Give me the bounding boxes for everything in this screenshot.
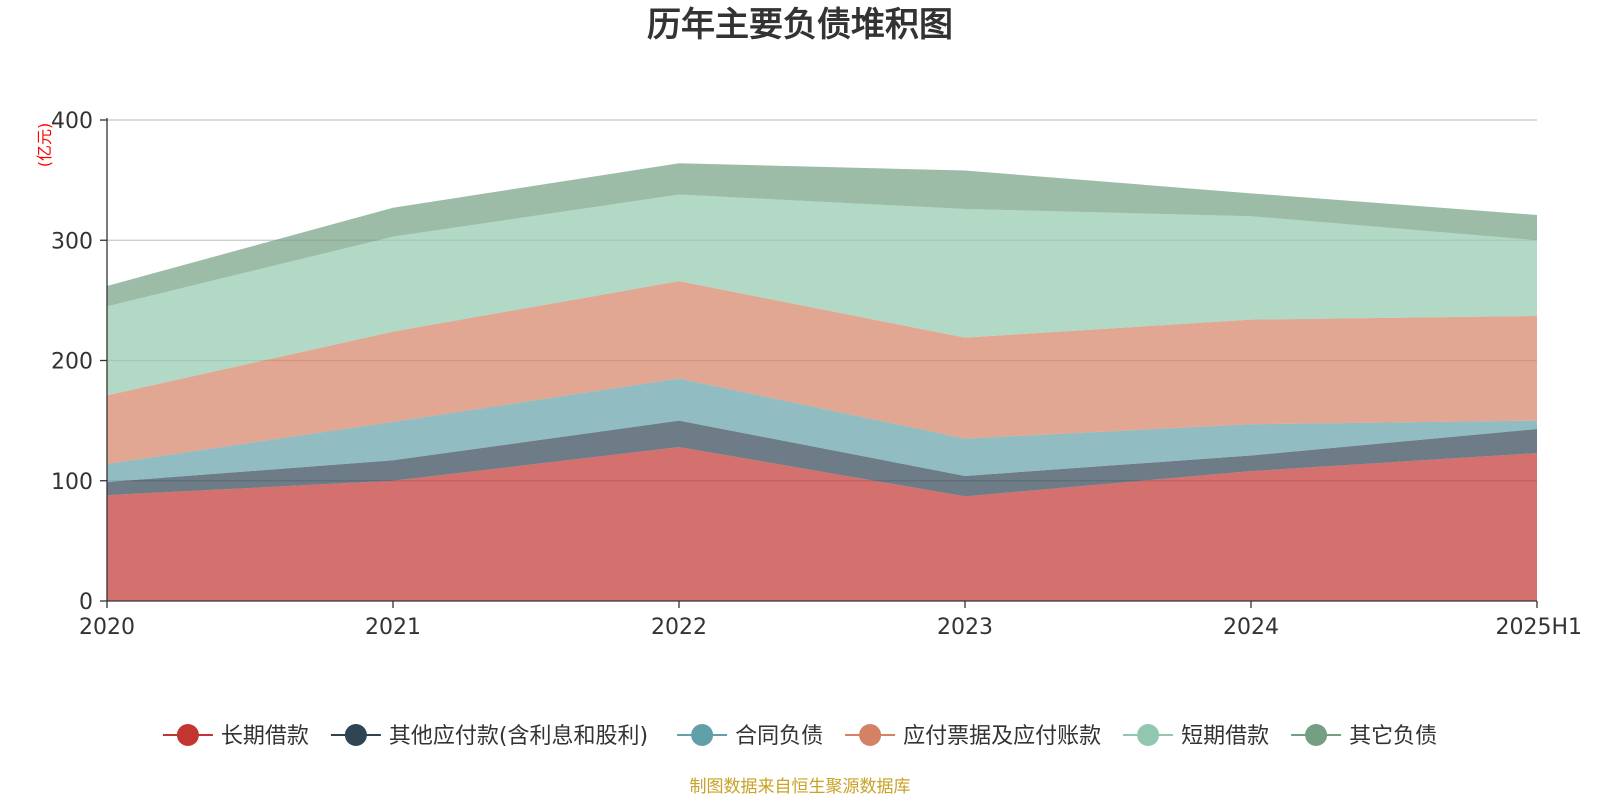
- area-series-5[interactable]: [107, 194, 1537, 396]
- chart-title: 历年主要负债堆积图: [647, 5, 953, 45]
- x-tick-label: 2022: [651, 615, 707, 640]
- y-tick-label: 200: [51, 350, 93, 375]
- legend-label: 其它负债: [1349, 724, 1437, 749]
- legend-item-5[interactable]: 短期借款: [1123, 724, 1269, 749]
- y-axis-unit-label: (亿元): [35, 123, 54, 168]
- data-source-note: 制图数据来自恒生聚源数据库: [690, 777, 911, 797]
- legend-item-2[interactable]: 其他应付款(含利息和股利): [330, 724, 648, 749]
- legend-marker-dot: [691, 724, 714, 746]
- legend-marker-dot: [859, 724, 882, 746]
- legend-label: 长期借款: [221, 724, 309, 749]
- area-series-1[interactable]: [107, 447, 1537, 601]
- legend-marker-dot: [176, 724, 199, 746]
- area-series-4[interactable]: [107, 281, 1537, 464]
- y-tick-label: 100: [51, 470, 93, 495]
- axes: 0 100 200 300 400 2020 2021 2022 2023 2024 2025H1: [51, 109, 1582, 640]
- legend-item-3[interactable]: 合同负债: [677, 724, 823, 749]
- y-tick-label: 0: [79, 590, 93, 615]
- x-tick-label: 2025H1: [1495, 615, 1582, 640]
- area-series-3[interactable]: [107, 378, 1537, 482]
- legend-label: 短期借款: [1181, 724, 1269, 749]
- y-tick-label: 300: [51, 229, 93, 254]
- x-tick-label: 2023: [937, 615, 993, 640]
- legend-marker-dot: [344, 724, 367, 746]
- area-series-6[interactable]: [107, 163, 1537, 307]
- legend-item-1[interactable]: 长期借款: [162, 724, 309, 749]
- legend-marker-dot: [1137, 724, 1160, 746]
- area-series-2[interactable]: [107, 420, 1537, 497]
- legend-item-6[interactable]: 其它负债: [1291, 724, 1437, 749]
- area-series-group: [107, 163, 1537, 601]
- legend-label: 应付票据及应付账款: [903, 724, 1101, 749]
- legend-item-4[interactable]: 应付票据及应付账款: [845, 724, 1101, 749]
- legend-label: 其他应付款(含利息和股利): [389, 724, 648, 749]
- x-tick-label: 2021: [365, 615, 421, 640]
- y-tick-label: 400: [51, 109, 93, 134]
- x-tick-label: 2020: [79, 615, 135, 640]
- legend-marker-dot: [1305, 724, 1328, 746]
- x-tick-label: 2024: [1223, 615, 1279, 640]
- legend-label: 合同负债: [735, 724, 823, 749]
- legend[interactable]: 长期借款 其他应付款(含利息和股利) 合同负债 应付票据及应付账款 短期借款 其它负债: [162, 724, 1437, 749]
